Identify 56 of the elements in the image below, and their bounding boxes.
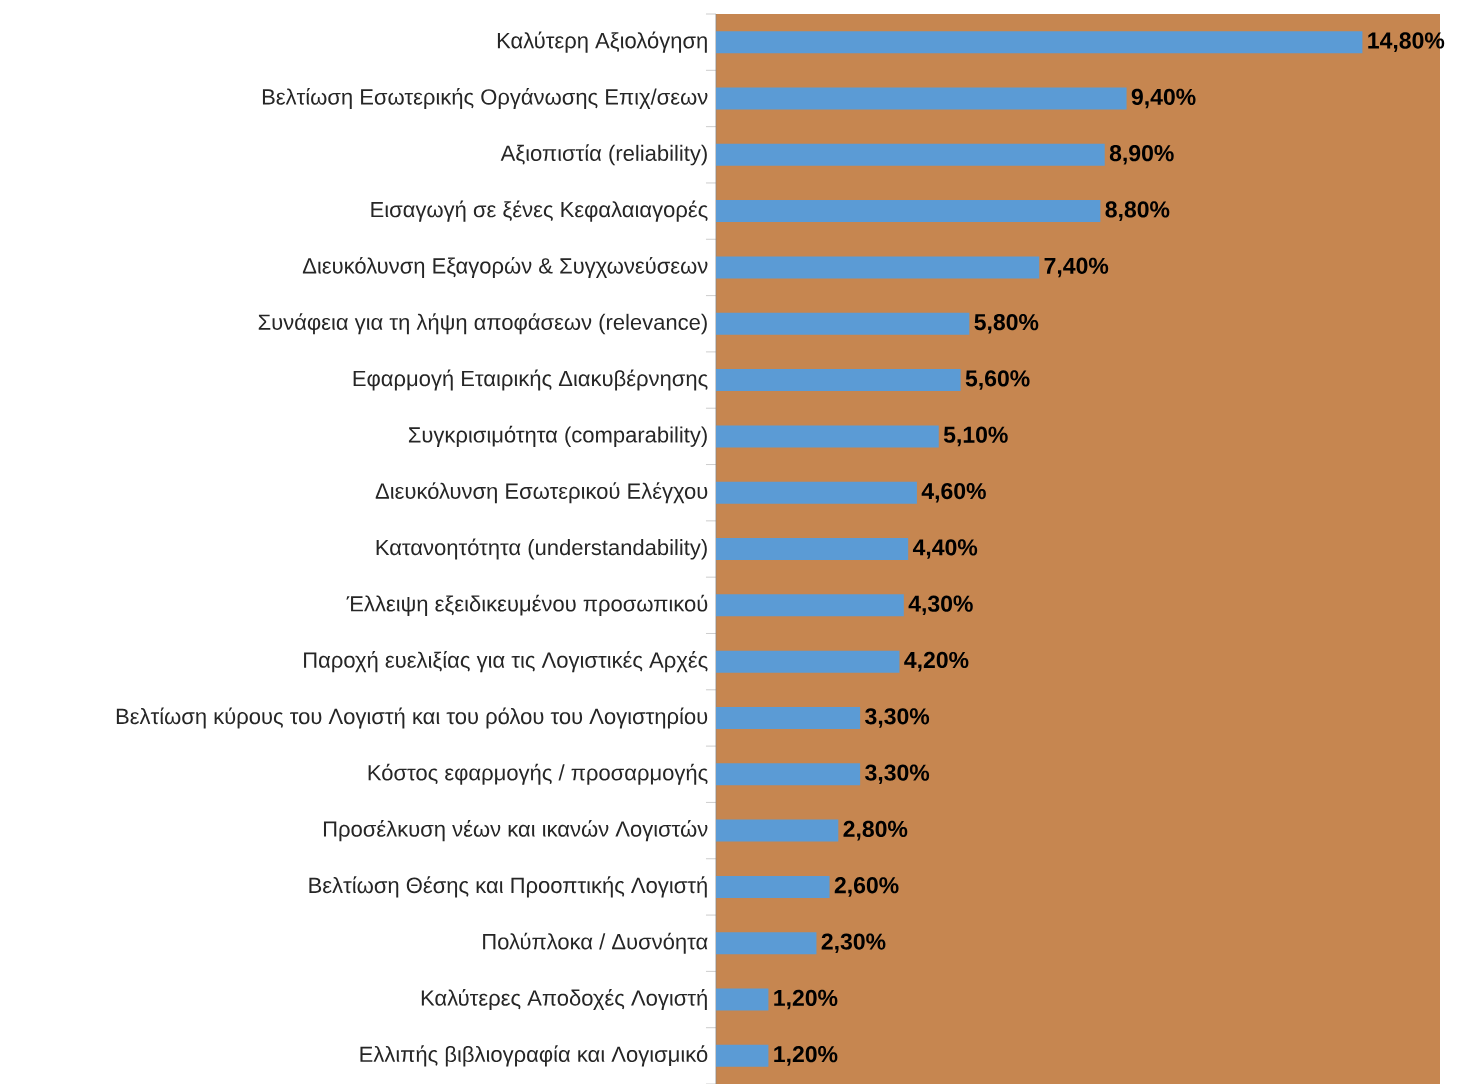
data-label: 2,60% xyxy=(834,877,899,897)
y-tick-label: Εισαγωγή σε ξένες Κεφαλαιαγορές xyxy=(371,200,708,222)
bar xyxy=(716,425,939,448)
bar xyxy=(716,988,769,1011)
bar xyxy=(716,481,917,504)
y-tick-label: Βελτίωση Θέσης και Προοπτικής Λογιστή xyxy=(309,876,707,898)
y-tick-label: Συγκρισιμότητα (comparability) xyxy=(408,425,707,447)
y-tick-label: Καλύτερη Αξιολόγηση xyxy=(497,31,707,53)
y-tick-label: Κόστος εφαρμογής / προσαρμογής xyxy=(368,763,708,785)
y-tick-label: Βελτίωση κύρους του Λογιστή και του ρόλου του Λογιστηρίου xyxy=(116,707,708,729)
bar xyxy=(716,31,1363,54)
y-tick-label: Διευκόλυνση Εξαγορών & Συγχωνεύσεων xyxy=(302,256,708,278)
bar xyxy=(716,1044,769,1067)
y-tick-label: Κατανοητότητα (understandability) xyxy=(376,538,707,560)
bar xyxy=(716,706,861,729)
data-label: 1,20% xyxy=(774,1046,838,1066)
bar xyxy=(716,312,970,335)
data-label: 5,10% xyxy=(943,426,1008,447)
y-tick-label: Παροχή ευελιξίας για τις Λογιστικές Αρχές xyxy=(304,651,708,673)
bar xyxy=(716,594,904,617)
y-tick-label: Προσέλκυση νέων και ικανών Λογιστών xyxy=(323,820,708,842)
data-label: 5,80% xyxy=(974,313,1039,334)
bar xyxy=(716,87,1127,110)
bar xyxy=(716,369,961,392)
data-label: 7,40% xyxy=(1044,257,1109,278)
y-tick-label: Ελλιπής βιβλιογραφία και Λογισμικό xyxy=(360,1045,708,1067)
data-label: 4,20% xyxy=(904,651,969,672)
data-label: 1,20% xyxy=(774,989,838,1010)
bar xyxy=(716,875,830,898)
y-tick-label: Συνάφεια για τη λήψη αποφάσεων (relevance) xyxy=(258,313,707,335)
bar xyxy=(716,538,909,561)
data-label: 5,60% xyxy=(965,370,1030,390)
y-tick-label: Διευκόλυνση Εσωτερικού Ελέγχου xyxy=(375,482,708,504)
data-label: 2,30% xyxy=(821,933,886,954)
bar xyxy=(716,819,839,842)
data-label: 8,90% xyxy=(1109,144,1174,165)
bar xyxy=(716,200,1101,223)
data-label: 4,40% xyxy=(912,539,978,559)
data-label: 3,30% xyxy=(865,764,930,785)
bar xyxy=(716,763,861,786)
data-label: 8,80% xyxy=(1105,201,1170,221)
data-label: 3,30% xyxy=(865,708,930,728)
y-tick-label: Πολύπλοκα / Δυσνόητα xyxy=(483,932,708,954)
data-label: 2,80% xyxy=(843,820,908,841)
bar xyxy=(716,932,817,955)
y-tick-label: Αξιοπιστία (reliability) xyxy=(500,144,707,166)
data-label: 9,40% xyxy=(1131,88,1196,109)
data-label: 4,60% xyxy=(921,482,986,503)
y-tick-label: Βελτίωση Εσωτερικής Οργάνωσης Επιχ/σεων xyxy=(262,87,708,110)
y-tick-label: Εφαρμογή Εταιρικής Διακυβέρνησης xyxy=(353,369,708,391)
bar xyxy=(716,650,900,673)
data-label: 4,30% xyxy=(908,595,973,616)
y-tick-label: Καλύτερες Αποδοχές Λογιστή xyxy=(421,988,707,1011)
y-tick-label: Έλλειψη εξειδικευμένου προσωπικού xyxy=(346,594,708,616)
bar xyxy=(716,143,1105,166)
bar xyxy=(716,256,1040,279)
